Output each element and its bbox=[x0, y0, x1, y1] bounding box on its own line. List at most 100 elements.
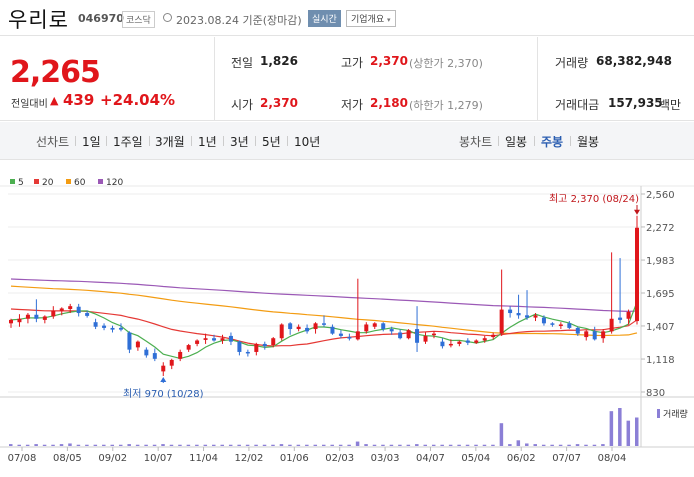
candle-body bbox=[296, 326, 301, 330]
candle-body bbox=[516, 313, 521, 316]
candle-body bbox=[609, 318, 614, 332]
quote-panel: 2,265 전일대비 ▲ 439 +24.04% 전일 1,826 고가 2,3… bbox=[0, 37, 694, 121]
candle-body bbox=[322, 323, 326, 325]
volume-bar bbox=[550, 444, 554, 446]
candle-body bbox=[448, 343, 453, 346]
candle-body bbox=[618, 317, 623, 320]
candle-body bbox=[491, 334, 496, 338]
volume-bar bbox=[558, 444, 563, 446]
candle-body bbox=[457, 341, 462, 344]
volume-bar bbox=[262, 444, 267, 446]
candle-monthly[interactable]: 월봉 bbox=[577, 135, 600, 149]
period-5y[interactable]: 5년 bbox=[262, 135, 281, 149]
open-label: 시가 bbox=[231, 98, 254, 112]
candle-body bbox=[118, 327, 123, 330]
period-1d[interactable]: 1일 bbox=[82, 135, 101, 149]
low-arrow-head bbox=[160, 376, 167, 382]
candle-body bbox=[567, 323, 572, 328]
volume-bar bbox=[338, 444, 343, 446]
open-value: 2,370 bbox=[260, 96, 298, 110]
period-1w[interactable]: 1주일 bbox=[113, 135, 143, 149]
volume-bar bbox=[169, 444, 174, 446]
volume-bar bbox=[9, 444, 13, 446]
volume-bar bbox=[381, 444, 385, 446]
candle-body bbox=[169, 359, 174, 366]
candle-body bbox=[59, 308, 64, 311]
y-tick-label: 1,407 bbox=[646, 322, 675, 333]
legend-ma5: 5 bbox=[10, 178, 24, 188]
volume-bar bbox=[431, 444, 436, 446]
y-tick-label: 1,118 bbox=[646, 355, 675, 366]
ma5-line bbox=[10, 301, 638, 360]
candle-body bbox=[533, 315, 538, 318]
volume-legend-swatch bbox=[657, 409, 660, 418]
candle-body bbox=[381, 323, 386, 330]
x-tick-label: 11/04 bbox=[189, 453, 218, 464]
x-tick-label: 04/07 bbox=[416, 453, 445, 464]
line-chart-label: 선차트 bbox=[36, 135, 70, 149]
volume-bar bbox=[626, 420, 631, 446]
period-10y[interactable]: 10년 bbox=[294, 135, 321, 149]
candle-body bbox=[338, 333, 343, 336]
volume-bar bbox=[76, 444, 81, 446]
volume-bar bbox=[186, 444, 191, 446]
x-tick-label: 06/02 bbox=[507, 453, 536, 464]
volume-bar bbox=[465, 444, 470, 446]
candle-body bbox=[68, 306, 73, 310]
legend-ma20: 20 bbox=[34, 178, 53, 188]
candle-body bbox=[93, 322, 98, 327]
candle-body bbox=[254, 343, 259, 352]
company-info-label: 기업개요 bbox=[351, 15, 385, 25]
candle-daily[interactable]: 일봉 bbox=[505, 135, 528, 149]
period-3y[interactable]: 3년 bbox=[230, 135, 249, 149]
candle-body bbox=[601, 331, 606, 339]
volume-bar bbox=[102, 444, 106, 446]
period-1y[interactable]: 1년 bbox=[198, 135, 217, 149]
candle-body bbox=[161, 365, 166, 372]
volume-bar bbox=[347, 444, 351, 446]
x-tick-label: 12/02 bbox=[235, 453, 264, 464]
volume-bar bbox=[25, 444, 30, 446]
volume-bar bbox=[203, 444, 208, 446]
volume-bar bbox=[51, 444, 55, 446]
candle-weekly[interactable]: 주봉 bbox=[541, 135, 564, 149]
company-info-dropdown[interactable]: 기업개요 ▾ bbox=[346, 10, 396, 27]
candle-body bbox=[474, 340, 479, 343]
divider bbox=[214, 37, 215, 121]
candle-body bbox=[279, 324, 284, 339]
candle-body bbox=[76, 306, 81, 314]
volume-bar bbox=[279, 444, 284, 446]
x-tick-label: 02/03 bbox=[325, 453, 354, 464]
volume-bar bbox=[525, 443, 529, 446]
volume-bar bbox=[448, 444, 453, 446]
candle-body bbox=[25, 314, 30, 319]
volume-bar bbox=[567, 444, 571, 446]
realtime-button[interactable]: 실시간 bbox=[308, 10, 341, 27]
volume-bar bbox=[541, 444, 546, 446]
candle-body bbox=[550, 323, 555, 325]
high-label: 고가 bbox=[341, 56, 364, 70]
ma120-line bbox=[10, 278, 638, 313]
volume-bar bbox=[110, 444, 115, 446]
volume-bar bbox=[398, 444, 402, 446]
volume-bar bbox=[499, 423, 504, 446]
volume-bar bbox=[305, 444, 309, 446]
y-tick-label: 2,560 bbox=[646, 190, 675, 201]
current-price: 2,265 bbox=[10, 55, 101, 90]
volume-bar bbox=[355, 441, 360, 446]
candle-body bbox=[305, 327, 310, 332]
change-percent: +24.04% bbox=[100, 91, 176, 109]
volume-bar bbox=[322, 444, 326, 446]
volume-bar bbox=[516, 440, 521, 446]
candle-body bbox=[262, 343, 267, 347]
volume-bar bbox=[406, 444, 411, 446]
candle-body bbox=[195, 340, 200, 344]
x-tick-label: 10/07 bbox=[144, 453, 173, 464]
volume-bar bbox=[228, 444, 233, 446]
ma20-line bbox=[10, 308, 638, 347]
volume-bar bbox=[220, 444, 224, 446]
period-3m[interactable]: 3개월 bbox=[155, 135, 185, 149]
y-tick-label: 2,272 bbox=[646, 223, 675, 234]
volume-bar bbox=[313, 444, 318, 446]
candle-body bbox=[34, 314, 39, 319]
